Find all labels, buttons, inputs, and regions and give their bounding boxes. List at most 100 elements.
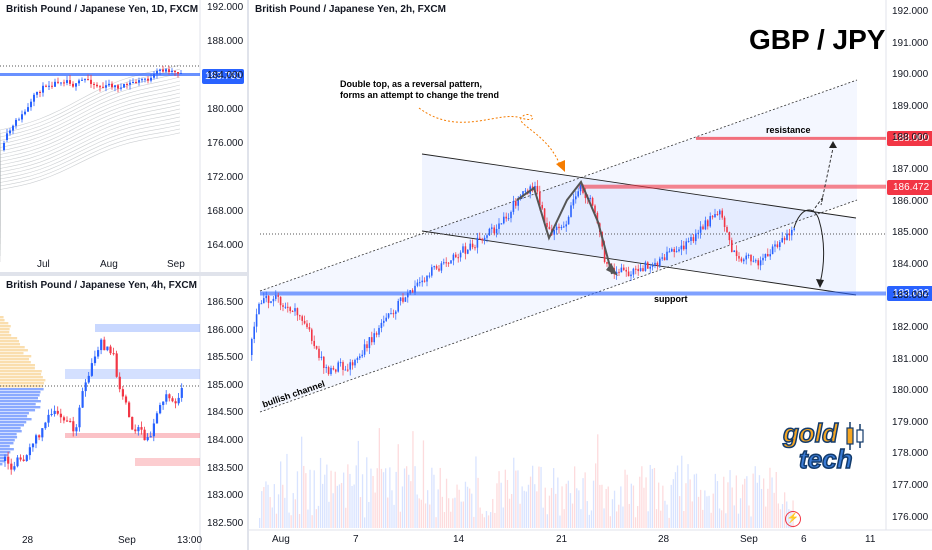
main-candle xyxy=(618,271,620,273)
volume-bar xyxy=(406,466,408,528)
volume-bar xyxy=(280,461,282,528)
daily-candle xyxy=(156,70,158,74)
volume-bar xyxy=(492,498,494,528)
volume-profile-bar xyxy=(0,397,39,400)
daily-ma-line xyxy=(0,76,181,178)
volume-bar xyxy=(420,499,422,528)
daily-candle xyxy=(42,85,44,93)
h4-candle xyxy=(47,414,50,423)
volume-bar xyxy=(403,468,406,528)
volume-bar xyxy=(347,464,349,528)
main-candle xyxy=(354,359,356,366)
h4-candle xyxy=(62,417,66,421)
daily-candle xyxy=(159,69,161,71)
main-candle xyxy=(339,362,342,364)
volume-bar xyxy=(592,480,595,528)
volume-bar xyxy=(630,483,632,528)
daily-candle xyxy=(45,85,47,87)
volume-bar xyxy=(739,498,742,528)
daily-candle xyxy=(69,80,71,84)
volume-bar xyxy=(546,514,548,528)
volume-profile-bar xyxy=(0,367,35,370)
volume-profile-bar xyxy=(0,355,32,358)
volume-bar xyxy=(695,473,698,528)
main-candle xyxy=(330,367,332,375)
main-candle xyxy=(671,249,673,252)
daily-x-tick: Jul xyxy=(37,259,50,270)
volume-bar xyxy=(334,471,336,528)
main-candle xyxy=(414,285,416,293)
daily-candle xyxy=(60,82,62,84)
volume-bar xyxy=(561,486,563,528)
main-candle xyxy=(711,216,714,218)
daily-ma-line xyxy=(0,116,181,238)
lightning-icon[interactable]: ⚡ xyxy=(785,511,801,527)
projection-down-arrow xyxy=(793,209,825,284)
main-candle xyxy=(771,246,774,255)
orange-arrowhead xyxy=(556,160,565,172)
main-candle xyxy=(762,257,764,261)
daily-candle xyxy=(75,83,77,87)
h4-candle xyxy=(41,428,44,438)
main-candle xyxy=(308,327,311,330)
volume-bar xyxy=(754,466,756,528)
main-candle xyxy=(579,185,582,192)
volume-profile-bar xyxy=(0,325,11,328)
main-candle xyxy=(757,260,759,266)
volume-profile-bar xyxy=(0,460,5,463)
daily-candle xyxy=(99,86,101,88)
main-chart-pane[interactable]: British Pound / Japanese Yen, 2h, FXCM G… xyxy=(249,0,932,550)
main-candle xyxy=(467,249,469,254)
volume-bar xyxy=(485,511,488,528)
volume-bar xyxy=(372,476,374,528)
h4-candle xyxy=(124,396,128,403)
volume-bar xyxy=(395,471,397,528)
pane-divider-horizontal[interactable] xyxy=(0,272,247,276)
volume-bar xyxy=(599,484,601,528)
volume-bar xyxy=(353,484,355,528)
main-candle xyxy=(594,205,596,213)
main-candle xyxy=(435,266,438,269)
volume-bar xyxy=(521,486,523,528)
volume-profile-bar xyxy=(0,388,44,391)
main-candle xyxy=(325,367,327,369)
h4-candle xyxy=(44,422,47,429)
main-candle xyxy=(685,241,687,250)
main-candle xyxy=(416,282,419,286)
volume-profile-bar xyxy=(0,463,3,466)
h4-candle xyxy=(97,350,100,357)
h4-zone-blue xyxy=(65,369,200,379)
volume-bar xyxy=(750,516,752,528)
volume-profile-bar xyxy=(0,379,46,382)
volume-bar xyxy=(765,506,767,528)
main-y-tick: 177.000 xyxy=(892,480,929,491)
volume-bar xyxy=(710,512,712,528)
volume-bar xyxy=(668,517,670,528)
volume-profile-bar xyxy=(0,448,14,451)
volume-bar xyxy=(309,469,311,528)
main-candle xyxy=(793,228,795,230)
volume-bar xyxy=(601,484,603,528)
h4-chart-pane[interactable]: British Pound / Japanese Yen, 4h, FXCM 1… xyxy=(0,276,246,550)
support-line xyxy=(260,291,886,296)
h4-candle xyxy=(93,356,97,364)
main-candle xyxy=(260,303,263,305)
volume-profile-bar xyxy=(0,331,10,334)
main-candle xyxy=(426,275,428,282)
volume-bar xyxy=(550,487,553,528)
volume-bar xyxy=(729,470,731,528)
volume-bar xyxy=(443,512,446,528)
pane-divider-vertical[interactable] xyxy=(247,0,249,550)
volume-bar xyxy=(328,501,330,528)
main-candle xyxy=(651,265,654,267)
main-candle xyxy=(428,275,431,277)
daily-candle xyxy=(150,77,152,81)
main-y-tick: 186.000 xyxy=(892,195,929,207)
volume-bar xyxy=(752,473,754,528)
daily-ma-line xyxy=(0,120,181,244)
daily-chart-pane[interactable]: British Pound / Japanese Yen, 1D, FXCM 1… xyxy=(0,0,246,272)
main-candle xyxy=(690,237,692,241)
main-candle xyxy=(728,232,731,241)
volume-bar xyxy=(271,507,273,528)
main-candle xyxy=(632,268,635,275)
